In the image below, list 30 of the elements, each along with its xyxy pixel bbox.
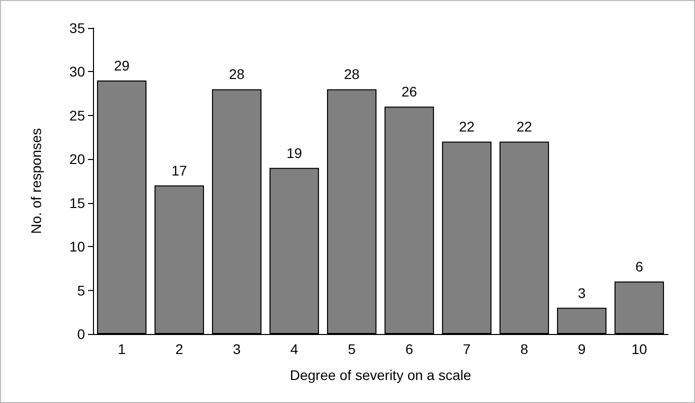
data-label: 28 xyxy=(344,66,360,82)
data-label: 22 xyxy=(458,118,475,135)
data-label: 26 xyxy=(401,84,418,100)
x-tick-label: 8 xyxy=(520,341,528,357)
data-label: 22 xyxy=(516,118,532,135)
data-label: 28 xyxy=(228,66,245,82)
y-tick-label: 35 xyxy=(69,20,86,36)
data-label: 3 xyxy=(578,284,586,301)
y-tick-label: 0 xyxy=(77,326,86,342)
data-label: 6 xyxy=(635,258,644,275)
x-tick-label: 6 xyxy=(405,341,414,357)
data-label: 17 xyxy=(171,162,188,178)
x-tick-label: 10 xyxy=(631,341,648,357)
y-tick-label: 20 xyxy=(69,151,86,168)
data-label: 19 xyxy=(286,144,302,161)
data-label: 29 xyxy=(114,57,130,74)
y-tick-label: 25 xyxy=(69,107,86,124)
y-tick-label: 5 xyxy=(77,282,86,298)
x-tick-label: 1 xyxy=(118,341,126,357)
x-tick-label: 5 xyxy=(348,341,356,357)
x-tick-label: 9 xyxy=(578,341,586,357)
y-tick-label: 30 xyxy=(69,64,86,80)
y-tick-label: 10 xyxy=(69,238,86,255)
x-tick-label: 4 xyxy=(290,341,298,357)
x-axis-title: Degree of severity on a scale xyxy=(290,367,472,383)
x-tick-label: 2 xyxy=(175,341,184,357)
x-tick-label: 3 xyxy=(232,341,241,357)
y-axis-title: No. of responses xyxy=(28,128,44,234)
y-tick-label: 15 xyxy=(69,194,86,211)
x-tick-label: 7 xyxy=(462,341,471,357)
